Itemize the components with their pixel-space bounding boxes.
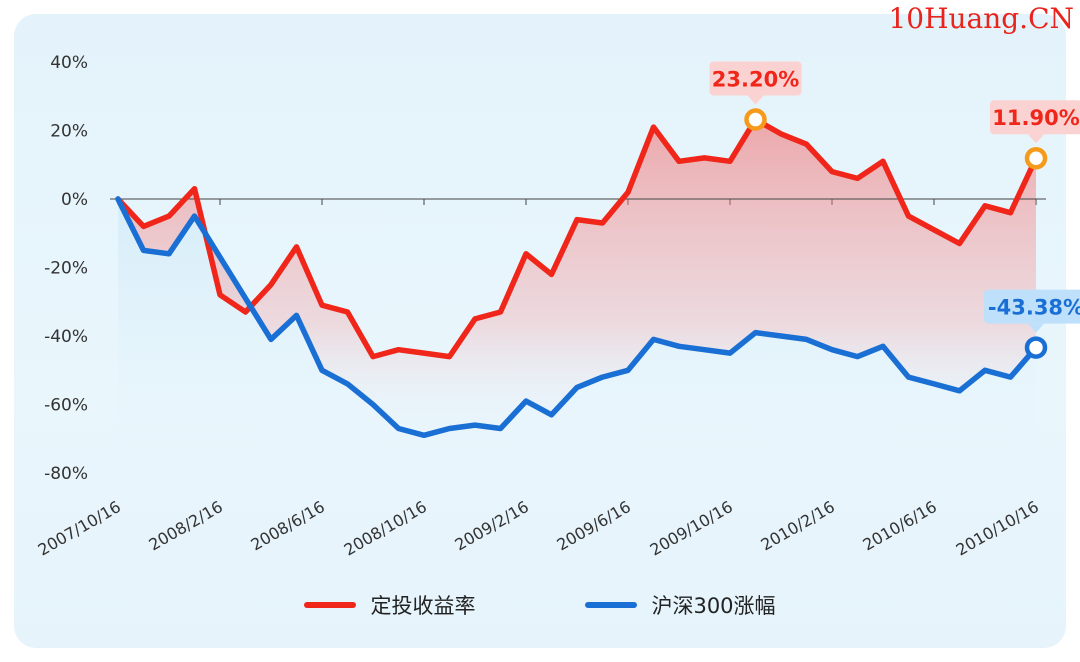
legend-label: 定投收益率 — [370, 594, 476, 618]
area-red-series — [118, 119, 1036, 436]
watermark: 10Huang.CN — [888, 2, 1074, 35]
y-tick-label: 20% — [50, 122, 88, 142]
y-tick-label: -80% — [44, 464, 88, 484]
series-line-hs300 — [115, 196, 1039, 439]
annotation-marker — [1024, 336, 1048, 359]
callout-pointer — [1028, 323, 1044, 333]
x-tick-label: 2009/6/16 — [553, 497, 634, 554]
x-tick-label: 2009/10/16 — [647, 497, 736, 560]
x-tick-label: 2008/10/16 — [341, 497, 430, 560]
area-blue-series — [118, 199, 1036, 473]
callout-label: 23.20% — [712, 68, 799, 92]
legend-item-series-0: 定投收益率 — [304, 590, 475, 620]
callout-label: 11.90% — [992, 106, 1079, 130]
legend-swatch-blue — [585, 602, 638, 608]
legend-label: 沪深300涨幅 — [651, 594, 776, 618]
legend-item-series-1: 沪深300涨幅 — [585, 590, 776, 620]
x-tick-label: 2007/10/16 — [35, 497, 124, 560]
callout-box — [990, 100, 1080, 135]
callout-pointer — [747, 95, 764, 105]
y-tick-label: -40% — [44, 327, 88, 347]
y-tick-label: -60% — [44, 396, 88, 416]
series-line-dingtou — [115, 116, 1039, 360]
annotation-marker — [744, 108, 767, 131]
x-tick-label: 2010/6/16 — [859, 497, 940, 554]
callout-label: -43.38% — [988, 296, 1080, 320]
y-axis: 40% 20% 0% -20% -40% -60% -80% — [44, 53, 88, 484]
callout-pointer — [1028, 134, 1044, 144]
x-tick-label: 2008/2/16 — [145, 497, 226, 554]
callout-box — [709, 61, 802, 96]
x-tick-label: 2010/10/16 — [953, 497, 1042, 560]
y-tick-label: -20% — [44, 259, 88, 279]
x-tick-label: 2009/2/16 — [451, 497, 532, 554]
legend-swatch-red — [304, 602, 357, 608]
x-tick-label: 2008/6/16 — [247, 497, 328, 554]
x-tick-label: 2010/2/16 — [757, 497, 838, 554]
y-tick-label: 0% — [61, 190, 88, 210]
annotation-marker — [1024, 146, 1048, 170]
callout-box — [984, 289, 1080, 324]
legend: 定投收益率 沪深300涨幅 — [0, 590, 1080, 620]
y-tick-label: 40% — [50, 53, 88, 73]
